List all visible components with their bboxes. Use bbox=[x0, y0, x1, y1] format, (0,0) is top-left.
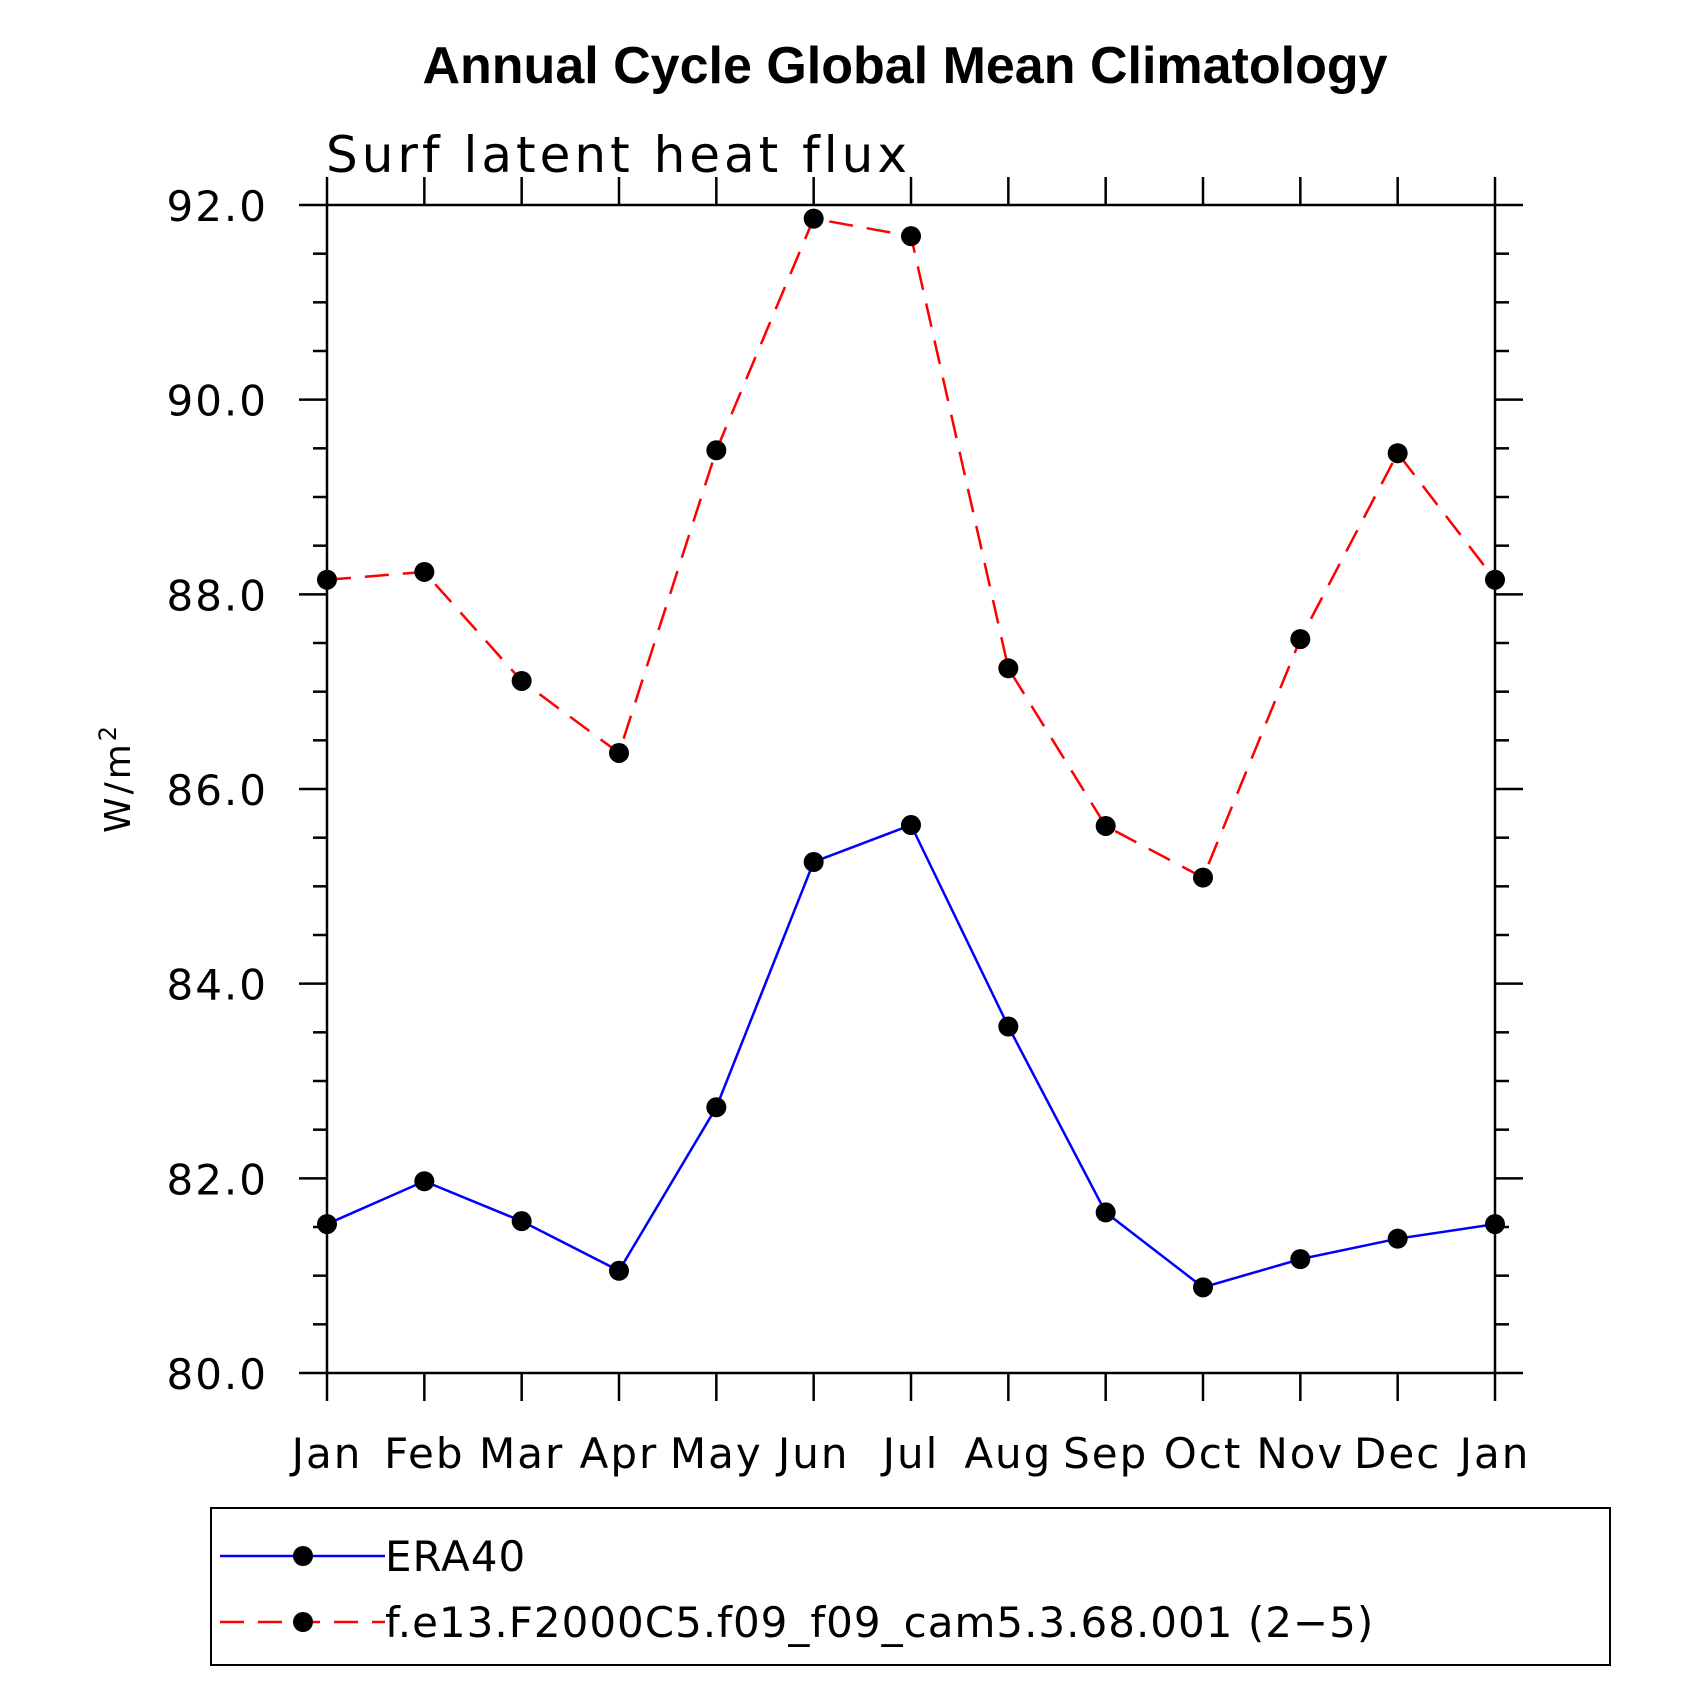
data-point-model bbox=[1193, 867, 1213, 888]
series-line-model bbox=[326, 217, 1496, 880]
data-point-era40 bbox=[998, 1016, 1019, 1037]
data-point-model bbox=[511, 670, 532, 691]
x-tick-labels: Jan Feb Mar Apr May Jun Jul Aug Sep Oct Nov Dec Jan bbox=[289, 1429, 1531, 1478]
data-point-model bbox=[998, 658, 1019, 679]
y-tick-labels: 80.0 82.0 84.0 86.0 88.0 90.0 92.0 bbox=[166, 182, 268, 1399]
legend-box bbox=[210, 1507, 1611, 1666]
data-point-era40 bbox=[706, 1097, 727, 1118]
legend-label-era40: ERA40 bbox=[385, 1532, 526, 1581]
x-tick-label: Jul bbox=[880, 1429, 940, 1478]
y-tick-label: 84.0 bbox=[166, 961, 268, 1010]
x-tick-label: Aug bbox=[964, 1429, 1052, 1478]
y-tick-label: 80.0 bbox=[166, 1350, 268, 1399]
legend-marker-model bbox=[293, 1612, 313, 1632]
data-point-era40 bbox=[609, 1260, 629, 1281]
data-point-model bbox=[1290, 629, 1311, 650]
chart-title: Annual Cycle Global Mean Climatology bbox=[422, 37, 1387, 95]
x-tick-label: Dec bbox=[1354, 1429, 1441, 1478]
y-tick-label: 86.0 bbox=[166, 766, 268, 815]
y-tick-label: 92.0 bbox=[166, 182, 268, 231]
data-point-model bbox=[1095, 815, 1116, 836]
data-point-era40 bbox=[901, 815, 921, 836]
data-point-era40 bbox=[1095, 1202, 1116, 1223]
plot-frame bbox=[325, 203, 1497, 1375]
data-point-model bbox=[609, 742, 629, 763]
data-point-era40 bbox=[803, 852, 824, 872]
x-tick-label: Feb bbox=[384, 1429, 464, 1478]
x-tick-label: May bbox=[670, 1429, 763, 1478]
data-point-model bbox=[706, 440, 727, 461]
data-point-era40 bbox=[1290, 1249, 1311, 1270]
data-point-era40 bbox=[511, 1211, 532, 1232]
y-axis-label: W/m2 bbox=[94, 723, 139, 833]
data-point-model bbox=[1485, 569, 1505, 590]
legend-marker-era40 bbox=[293, 1546, 313, 1566]
y-tick-label: 88.0 bbox=[166, 571, 268, 620]
y-tick-label: 82.0 bbox=[166, 1155, 268, 1204]
x-tick-label: Jun bbox=[775, 1429, 850, 1478]
data-point-model bbox=[414, 561, 435, 582]
data-point-model bbox=[317, 569, 337, 590]
data-point-model bbox=[803, 208, 824, 229]
x-tick-label: Jan bbox=[1457, 1429, 1531, 1478]
x-tick-label: Apr bbox=[580, 1429, 659, 1478]
data-point-model bbox=[1387, 443, 1408, 464]
x-tick-label: Jan bbox=[289, 1429, 363, 1478]
legend-label-model: f.e13.F2000C5.f09_f09_cam5.3.68.001 (2−5… bbox=[385, 1598, 1374, 1647]
chart-subtitle: Surf latent heat flux bbox=[326, 126, 911, 184]
series-line-era40 bbox=[326, 823, 1496, 1289]
data-point-era40 bbox=[1193, 1277, 1213, 1298]
y-tick-label: 90.0 bbox=[166, 377, 268, 426]
x-tick-label: Sep bbox=[1063, 1429, 1148, 1478]
data-point-era40 bbox=[317, 1214, 337, 1235]
data-point-era40 bbox=[414, 1171, 435, 1192]
data-point-model bbox=[901, 226, 921, 247]
x-tick-label: Oct bbox=[1164, 1429, 1243, 1478]
data-point-era40 bbox=[1387, 1228, 1408, 1249]
plot-area: 80.0 82.0 84.0 86.0 88.0 90.0 92.0 Jan Feb Mar Ap… bbox=[166, 177, 1531, 1478]
axis-ticks bbox=[299, 177, 1523, 1401]
x-tick-label: Nov bbox=[1256, 1429, 1344, 1478]
series-layer bbox=[317, 208, 1505, 1298]
legend: ERA40 f.e13.F2000C5.f09_f09_cam5.3.68.00… bbox=[210, 1507, 1611, 1666]
data-point-era40 bbox=[1485, 1214, 1505, 1235]
x-tick-label: Mar bbox=[479, 1429, 564, 1478]
